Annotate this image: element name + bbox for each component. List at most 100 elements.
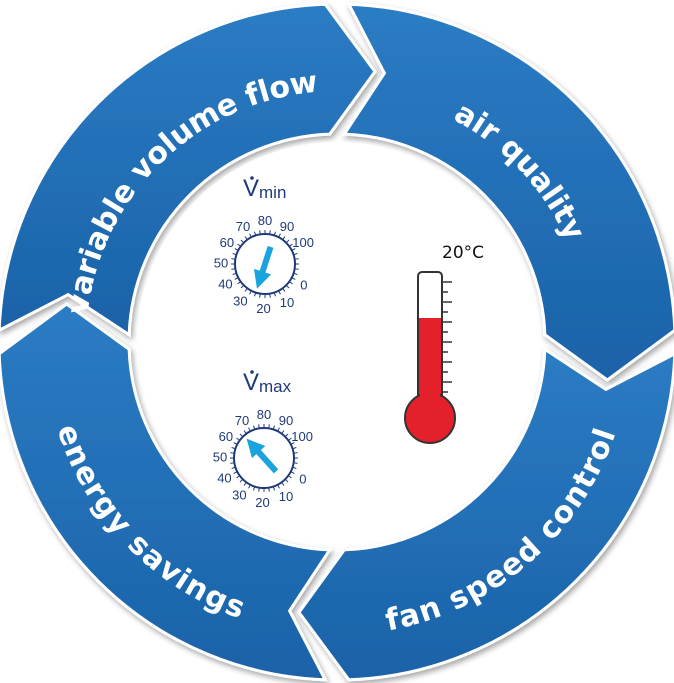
- dial-tick: [231, 258, 236, 260]
- vmax-subscript: max: [259, 377, 292, 396]
- dial-tick: [236, 475, 241, 479]
- dial-tick: [244, 236, 248, 241]
- dial-tick: [253, 425, 256, 430]
- vmax-dot: [250, 370, 254, 374]
- dial-number: 0: [300, 278, 307, 293]
- dial-number: 20: [256, 301, 270, 316]
- dial-tick: [243, 430, 247, 435]
- dial-tick: [231, 466, 236, 469]
- dial-tick: [253, 486, 256, 491]
- segment-fan-speed-control: [297, 346, 674, 682]
- dial-number: 20: [255, 495, 269, 510]
- dial-tick: [240, 284, 245, 289]
- dial-number: 0: [299, 472, 306, 487]
- dial-tick: [233, 471, 238, 474]
- dial-number: 90: [280, 219, 294, 234]
- dial-tick: [292, 466, 297, 469]
- dial-pointer-head: [246, 438, 266, 459]
- dial-number: 70: [235, 413, 249, 428]
- dial-number: 70: [236, 219, 250, 234]
- dial-tick: [290, 471, 295, 474]
- dial-tick: [284, 433, 289, 438]
- dial-tick: [278, 290, 281, 295]
- vmin-dot: [250, 176, 254, 180]
- dial-tick: [239, 478, 244, 483]
- vmin-subscript: min: [259, 183, 286, 202]
- thermometer-scale: [442, 281, 452, 393]
- dial-tick: [287, 475, 292, 479]
- inner-disc: [137, 142, 537, 542]
- dial-tick: [293, 452, 298, 454]
- dial-tick: [249, 290, 252, 295]
- dial-pointer-shaft: [255, 448, 279, 474]
- dial-tick: [284, 478, 289, 483]
- dial-number: 40: [218, 276, 232, 291]
- dial-tick: [268, 487, 270, 492]
- segment-energy-savings: [0, 302, 333, 682]
- dial-tick: [233, 442, 238, 445]
- dial-number: 50: [214, 255, 228, 270]
- dial-tick: [278, 233, 281, 238]
- dial-tick: [248, 427, 251, 432]
- dial-tick: [240, 239, 245, 244]
- dial-tick: [293, 462, 298, 464]
- thermometer-neck: [420, 392, 440, 402]
- dial-tick: [277, 427, 280, 432]
- vmax-label: V max: [243, 369, 292, 396]
- dial-tick: [287, 437, 292, 441]
- dial-tick: [232, 272, 237, 275]
- dial-number: 40: [217, 470, 231, 485]
- dial-tick: [259, 230, 261, 235]
- dial-tick: [268, 424, 270, 429]
- dial-tick: [291, 277, 296, 280]
- dial-tick: [244, 287, 248, 292]
- dial-tick: [293, 272, 298, 275]
- vmin-label: V min: [243, 175, 286, 202]
- dial-tick: [285, 284, 290, 289]
- dial-tick: [249, 233, 252, 238]
- dial-tick: [273, 231, 276, 236]
- dial-tick: [258, 487, 260, 492]
- dial-tick: [259, 293, 261, 298]
- dial-tick: [281, 481, 285, 486]
- dial-tick: [288, 243, 293, 247]
- dial-number: 90: [279, 413, 293, 428]
- dial-tick: [237, 243, 242, 247]
- dial-number: 100: [292, 235, 314, 250]
- temperature-reading: 20°C: [442, 243, 484, 263]
- dial-pointer-shaft: [259, 245, 274, 275]
- vmax-symbol: V: [243, 369, 259, 396]
- dial-number: 60: [220, 235, 234, 250]
- dial-tick: [272, 486, 275, 491]
- dial-tick: [292, 447, 297, 450]
- dial-number: 50: [213, 449, 227, 464]
- dial-tick: [282, 287, 286, 292]
- dial-tick: [294, 258, 299, 260]
- dial-number: 80: [257, 407, 271, 422]
- dial-tick: [254, 292, 257, 297]
- dial-tick: [258, 424, 260, 429]
- dial-number: 10: [280, 295, 294, 310]
- dial-tick: [239, 433, 244, 438]
- dial-tick: [282, 236, 286, 241]
- dial-tick: [281, 430, 285, 435]
- dial-tick: [273, 292, 276, 297]
- dial-tick: [288, 281, 293, 285]
- dial-tick: [230, 452, 235, 454]
- vmin-symbol: V: [243, 175, 259, 202]
- dial-tick: [254, 231, 257, 236]
- dial-tick: [232, 253, 237, 256]
- dial-tick: [234, 277, 239, 280]
- dial-tick: [236, 437, 241, 441]
- thermometer-icon: 20°C: [404, 243, 484, 444]
- dial-tick: [231, 268, 236, 270]
- dial-tick: [237, 281, 242, 285]
- dial-tick: [243, 481, 247, 486]
- dial-number: 80: [258, 213, 272, 228]
- dial-number: 100: [291, 429, 313, 444]
- dial-tick: [230, 462, 235, 464]
- segment-variable-volume-flow: [0, 2, 377, 338]
- dial-tick: [269, 293, 271, 298]
